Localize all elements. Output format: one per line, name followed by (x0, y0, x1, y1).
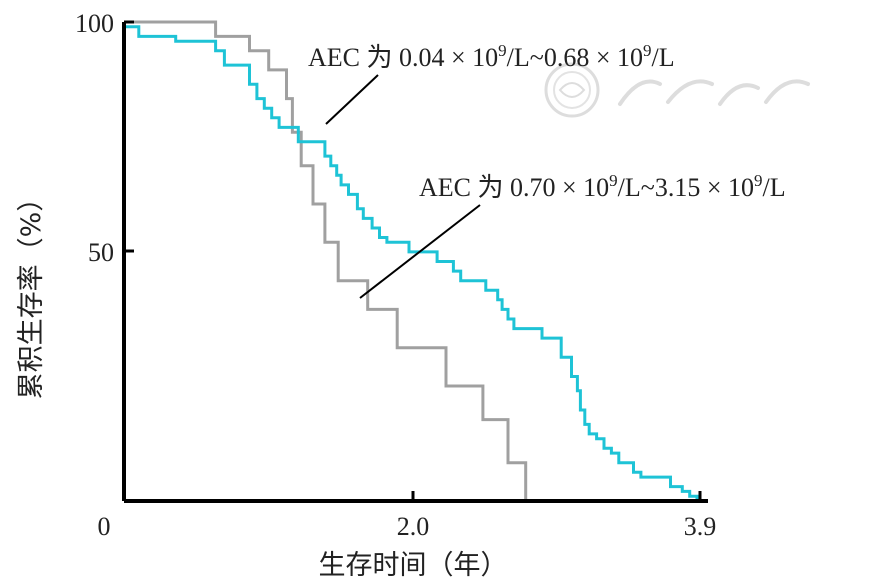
axes (122, 20, 708, 503)
x-tick-label-3-9: 3.9 (684, 512, 717, 541)
annotation-series-2: AEC 为 0.70 × 109/L~3.15 × 109/L (359, 171, 786, 299)
y-tick-label-100: 100 (75, 9, 114, 38)
y-tick-label-50: 50 (88, 238, 114, 267)
watermark-seal-icon (544, 62, 600, 118)
x-axis-title: 生存时间（年） (319, 550, 508, 581)
annotation-leader-1 (325, 74, 379, 125)
annotation-label-2: AEC 为 0.70 × 109/L~3.15 × 109/L (419, 171, 786, 202)
series-line-1 (124, 25, 700, 503)
watermark-script (618, 79, 810, 106)
y-axis-title: 累积生存率（%） (16, 185, 47, 400)
x-tick-label-0: 0 (98, 512, 111, 541)
series-layer (124, 20, 700, 503)
watermark (544, 62, 810, 118)
x-tick-label-2: 2.0 (397, 512, 430, 541)
series-line-2 (124, 20, 560, 503)
annotation-leader-2 (359, 204, 481, 299)
annotation-label-1: AEC 为 0.04 × 109/L~0.68 × 109/L (308, 41, 675, 72)
annotation-series-1: AEC 为 0.04 × 109/L~0.68 × 109/L (308, 41, 675, 125)
